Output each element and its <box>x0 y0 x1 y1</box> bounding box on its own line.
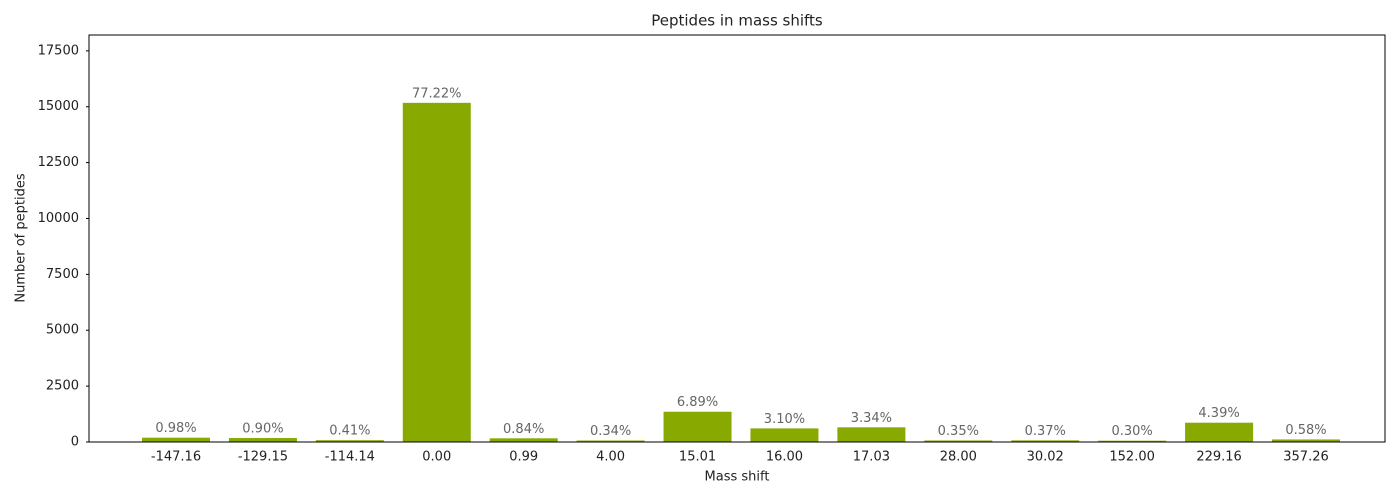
value-label: 3.34% <box>851 411 892 426</box>
bar <box>837 427 906 442</box>
bar <box>315 440 384 442</box>
x-tick-label: -129.15 <box>238 450 288 465</box>
bar <box>663 411 732 442</box>
bar <box>576 440 645 442</box>
bar <box>402 102 471 442</box>
y-tick-label: 5000 <box>46 323 79 338</box>
x-tick-label: 30.02 <box>1027 450 1064 465</box>
value-label: 0.58% <box>1285 423 1326 438</box>
value-label: 6.89% <box>677 395 718 410</box>
x-tick-label: -147.16 <box>151 450 201 465</box>
value-label: 3.10% <box>764 412 805 427</box>
value-label: 0.98% <box>155 421 196 436</box>
x-tick-label: 16.00 <box>766 450 803 465</box>
bar <box>1272 439 1340 442</box>
x-tick-label: 229.16 <box>1196 450 1242 465</box>
value-label: 0.35% <box>938 424 979 439</box>
bar <box>924 440 993 442</box>
value-label: 0.37% <box>1025 424 1066 439</box>
y-tick-label: 17500 <box>38 43 79 58</box>
y-tick-label: 15000 <box>38 99 79 114</box>
chart-title: Peptides in mass shifts <box>651 12 823 30</box>
x-tick-label: 357.26 <box>1283 450 1329 465</box>
bar <box>142 437 210 442</box>
x-tick-label: 17.03 <box>853 450 890 465</box>
value-label: 0.34% <box>590 424 631 439</box>
x-axis-label: Mass shift <box>705 470 770 485</box>
value-label: 0.30% <box>1111 424 1152 439</box>
value-label: 77.22% <box>412 86 462 101</box>
bar <box>228 438 297 442</box>
y-axis-label: Number of peptides <box>14 173 29 302</box>
y-tick-label: 0 <box>71 435 79 450</box>
x-tick-label: 4.00 <box>596 450 625 465</box>
x-tick-label: 28.00 <box>940 450 977 465</box>
bar <box>1098 440 1167 442</box>
value-label: 0.90% <box>242 422 283 437</box>
y-tick-label: 10000 <box>38 211 79 226</box>
x-tick-label: 0.99 <box>509 450 538 465</box>
x-tick-label: 152.00 <box>1109 450 1155 465</box>
value-label: 4.39% <box>1198 406 1239 421</box>
y-tick-label: 2500 <box>46 379 79 394</box>
y-tick-label: 12500 <box>38 155 79 170</box>
bar <box>1185 422 1254 442</box>
x-tick-label: 0.00 <box>422 450 451 465</box>
value-label: 0.84% <box>503 422 544 437</box>
x-tick-label: -114.14 <box>325 450 375 465</box>
y-tick-label: 7500 <box>46 267 79 282</box>
bar <box>1011 440 1080 442</box>
bar <box>489 438 558 442</box>
value-label: 0.41% <box>329 424 370 439</box>
x-tick-label: 15.01 <box>679 450 716 465</box>
bar <box>750 428 819 442</box>
plot-frame <box>88 34 1386 443</box>
